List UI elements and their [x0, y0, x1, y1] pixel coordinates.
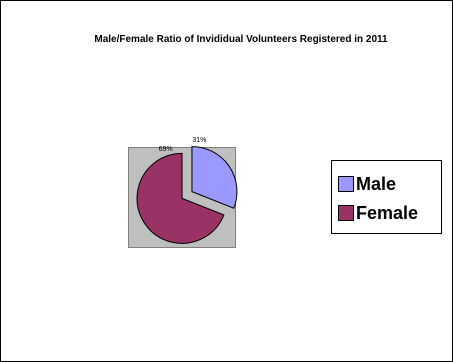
- pie-slice-male: [191, 146, 238, 209]
- legend-item-male: Male: [338, 173, 396, 195]
- data-label-male: 31%: [192, 137, 206, 144]
- legend-swatch-female: [338, 205, 354, 221]
- legend-item-female: Female: [338, 202, 418, 224]
- pie-slice-female: [136, 152, 225, 244]
- legend-label-female: Female: [356, 202, 419, 223]
- chart-title: Male/Female Ratio of Invididual Voluntee…: [94, 34, 388, 45]
- legend: Male Female: [331, 160, 442, 234]
- legend-swatch-male: [338, 176, 354, 192]
- data-label-female: 69%: [159, 146, 173, 153]
- legend-label-male: Male: [356, 173, 397, 194]
